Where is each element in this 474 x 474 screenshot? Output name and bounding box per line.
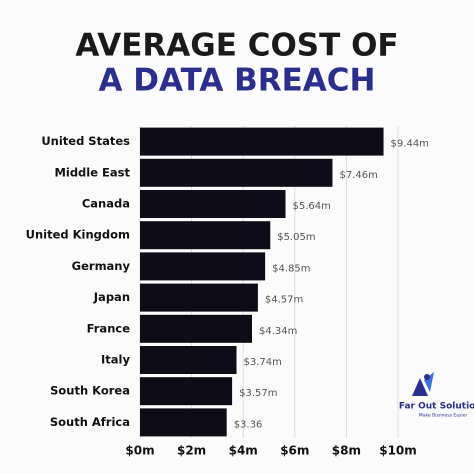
value-label: $4.34m: [259, 326, 297, 337]
bar: [140, 190, 286, 218]
value-label: $3.74m: [243, 357, 281, 368]
value-label: $7.46m: [339, 170, 377, 181]
logo-icon: [412, 372, 434, 396]
y-tick-label: Italy: [101, 353, 130, 367]
y-tick-label: South Africa: [50, 415, 130, 429]
value-label: $3.57m: [239, 388, 277, 399]
y-tick-label: South Korea: [50, 384, 130, 398]
value-label: $5.64m: [293, 201, 331, 212]
logo-name: Far Out Solutions: [399, 402, 474, 412]
y-tick-label: United Kingdom: [26, 228, 130, 242]
x-tick-label: $2m: [177, 444, 206, 458]
y-tick-label: Middle East: [54, 165, 130, 179]
logo-tagline: Make Business Easier: [419, 413, 468, 419]
bar: [140, 377, 233, 406]
bar: [140, 283, 258, 312]
x-tick-label: $0m: [125, 444, 154, 458]
x-tick-label: $6m: [280, 444, 309, 458]
chart-title: A DATA BREACH: [99, 63, 376, 99]
y-tick-label: Canada: [82, 197, 130, 211]
y-tick-label: Germany: [72, 259, 131, 273]
value-label: $3.36: [234, 419, 263, 430]
value-label: $4.57m: [265, 295, 303, 306]
bar: [140, 221, 271, 250]
y-tick-label: France: [87, 321, 131, 335]
x-tick-label: $10m: [379, 444, 417, 458]
y-tick-label: United States: [41, 134, 130, 148]
bar: [140, 314, 252, 343]
y-tick-label: Japan: [93, 290, 130, 304]
value-label: $9.44m: [391, 139, 429, 150]
value-label: $4.85m: [272, 263, 310, 274]
chart-title: AVERAGE COST OF: [75, 28, 398, 64]
bar: [140, 127, 384, 156]
bar: [140, 346, 237, 374]
x-tick-label: $4m: [229, 444, 258, 458]
bar: [140, 252, 266, 281]
x-tick-label: $8m: [332, 444, 361, 458]
bar: [140, 408, 227, 437]
bar: [140, 158, 333, 187]
value-label: $5.05m: [277, 232, 315, 243]
